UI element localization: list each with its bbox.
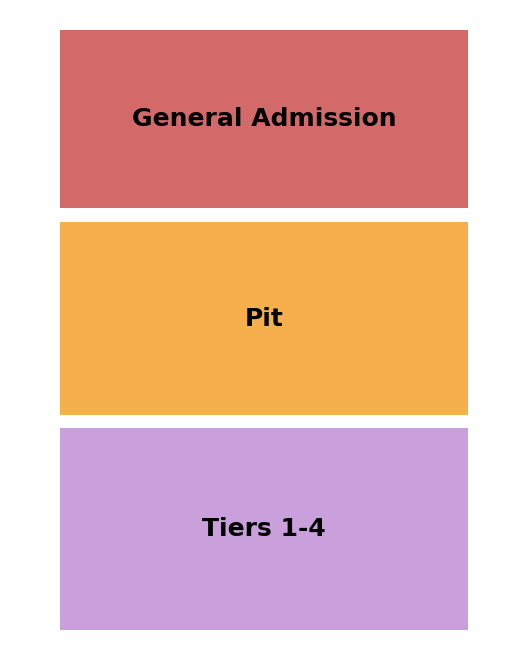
Bar [60, 428, 468, 630]
Bar [60, 30, 468, 208]
Text: Pit: Pit [245, 307, 284, 330]
Text: General Admission: General Admission [132, 107, 396, 131]
Bar [60, 222, 468, 415]
Text: Tiers 1-4: Tiers 1-4 [202, 517, 326, 541]
